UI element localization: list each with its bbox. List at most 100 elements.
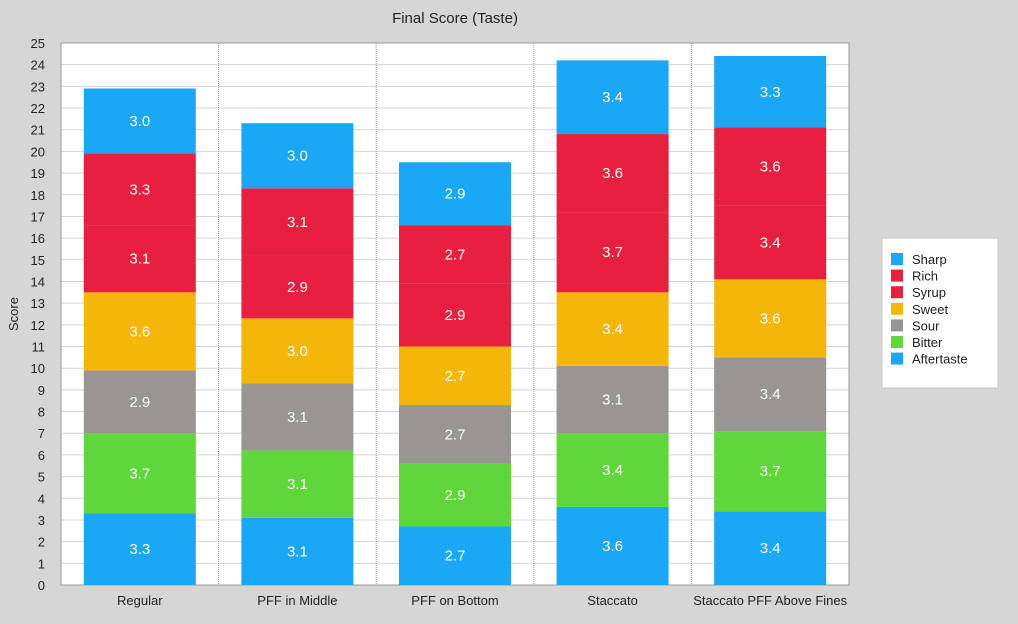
y-tick-label: 4 [38,491,45,506]
bar-segment [83,433,196,514]
bar-segment [714,56,827,128]
y-tick-label: 23 [31,79,45,94]
bar-segment [556,60,669,135]
y-axis-label: Score [6,297,21,331]
y-tick-label: 14 [31,274,45,289]
data-label: 3.6 [760,159,781,176]
data-label: 3.4 [602,462,623,479]
x-tick-label: Regular [117,593,163,608]
bar-segment [241,255,354,319]
data-label: 2.9 [129,394,150,411]
legend-swatch [891,319,903,332]
bar-segment [241,383,354,451]
data-label: 3.4 [602,321,623,338]
y-tick-label: 19 [31,166,45,181]
data-label: 2.7 [445,368,466,385]
x-axis-ticks: Regular PFF in Middle PFF on Bottom Staccat… [117,593,848,608]
legend-entry: Rich [912,269,938,284]
bar-segment [714,205,827,280]
data-label: 3.3 [760,84,781,101]
data-label: 2.9 [445,307,466,324]
y-tick-label: 0 [38,578,45,593]
data-label: 2.9 [287,279,308,296]
data-label: 3.1 [287,543,308,560]
bar-segment [556,212,669,293]
data-label: 2.7 [445,246,466,263]
bar-segment [83,225,196,293]
y-tick-label: 10 [31,361,45,376]
data-label: 3.4 [760,234,781,251]
data-label: 3.0 [287,343,308,360]
bar-segment [241,188,354,256]
bar-segment [83,370,196,434]
data-label: 3.1 [129,251,150,268]
bar-segment [556,134,669,213]
data-label: 3.4 [602,89,623,106]
legend-swatch [891,302,903,315]
bar-segment [399,463,511,527]
data-label: 2.7 [445,548,466,565]
legend-entry: Bitter [912,335,943,350]
legend-swatch [891,336,903,348]
bar-segment [241,318,354,384]
y-tick-label: 25 [31,36,45,51]
legend-swatch [891,269,903,282]
bar-segment [714,127,827,206]
legend-swatch [891,352,903,365]
x-tick-label: PFF in Middle [257,593,337,608]
data-label: 3.7 [602,244,623,261]
data-label: 3.3 [129,541,150,558]
legend-entry: Aftertaste [912,352,968,367]
bar-segment [556,506,669,585]
bar-segment [241,450,354,518]
legend-entry: Syrup [912,285,946,300]
y-tick-label: 1 [38,556,45,571]
y-tick-label: 8 [38,405,45,420]
data-label: 3.7 [129,465,150,482]
y-tick-label: 24 [31,58,45,73]
bar-segment [714,431,827,512]
data-label: 2.9 [445,487,466,504]
data-label: 3.1 [287,476,308,493]
bar-segment [399,346,511,406]
bar-segment [556,433,669,507]
y-tick-label: 9 [38,383,45,398]
y-tick-label: 21 [31,123,45,138]
data-label: 3.1 [602,392,623,409]
data-label: 3.1 [287,214,308,231]
y-tick-label: 6 [38,448,45,463]
y-tick-label: 16 [31,231,45,246]
x-tick-label: Staccato [587,593,638,608]
y-tick-label: 13 [31,296,45,311]
data-label: 3.3 [129,181,150,198]
bar-segment [714,357,827,432]
bars: 3.3 3.7 2.9 3.6 3.1 3.3 3.0 3.1 3.1 3.1 3.0 2.9 3.1 3… [83,56,827,585]
bar-segment [556,292,669,367]
legend-swatch [891,286,903,299]
y-tick-label: 18 [31,188,45,203]
bar-segment [241,123,354,189]
bar-segment [399,283,511,347]
data-label: 3.7 [760,463,781,480]
data-label: 3.4 [760,386,781,403]
data-label: 3.6 [129,323,150,340]
bar-segment [714,279,827,358]
legend-entry: Sharp [912,252,947,267]
y-tick-label: 11 [32,340,46,355]
y-tick-label: 17 [31,209,45,224]
bar-segment [556,366,669,434]
legend-entry: Sour [912,318,940,333]
y-tick-label: 2 [38,535,45,550]
bar-segment [399,225,511,284]
x-tick-label: PFF on Bottom [411,593,498,608]
bar-segment [399,162,511,226]
bar-segment [83,292,196,371]
y-tick-label: 3 [38,513,45,528]
y-tick-label: 20 [31,144,45,159]
data-label: 3.6 [760,310,781,327]
y-tick-label: 5 [38,470,45,485]
bar-segment [83,513,196,585]
data-label: 3.6 [602,538,623,555]
